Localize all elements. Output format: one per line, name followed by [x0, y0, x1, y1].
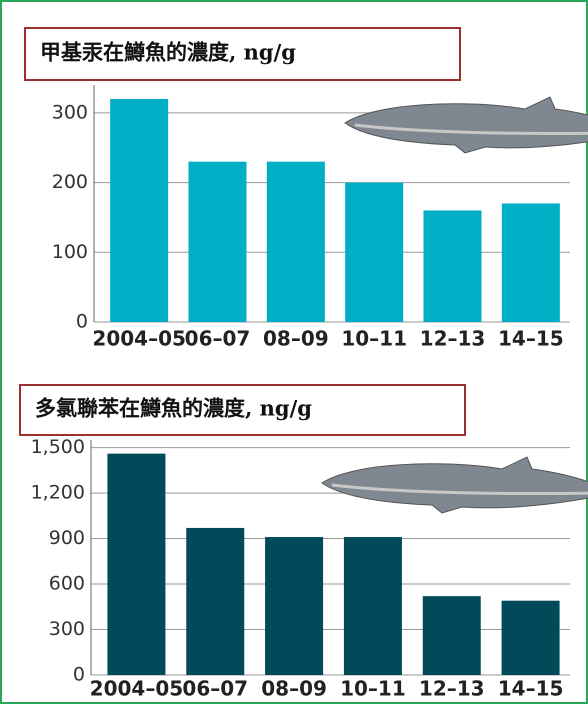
- bar: [501, 203, 560, 322]
- bar: [422, 596, 481, 675]
- bar: [188, 161, 247, 322]
- x-tick-label: 12–13: [420, 327, 486, 351]
- bar: [345, 182, 404, 322]
- bar: [110, 98, 169, 322]
- bar: [107, 453, 166, 675]
- x-tick-label: 08–09: [261, 677, 327, 701]
- x-tick-label: 2004–05: [92, 327, 186, 351]
- chart-title: 多氯聯苯在鱒魚的濃度, ng/g: [35, 396, 312, 421]
- fish-image: [344, 96, 588, 154]
- bar: [266, 161, 325, 322]
- x-tick-label: 10–11: [340, 677, 406, 701]
- fish-image: [321, 456, 588, 514]
- y-tick-label: 200: [52, 171, 88, 193]
- x-tick-label: 06–07: [182, 677, 248, 701]
- title-box: [24, 27, 461, 81]
- y-tick-label: 300: [52, 101, 88, 123]
- y-tick-label: 1,200: [31, 482, 85, 504]
- bar: [265, 537, 324, 675]
- x-tick-label: 14–15: [498, 677, 564, 701]
- y-tick-label: 900: [49, 527, 85, 549]
- y-tick-label: 1,500: [31, 436, 85, 458]
- x-tick-label: 08–09: [263, 327, 329, 351]
- x-tick-label: 2004–05: [90, 677, 184, 701]
- chart-title: 甲基汞在鱒魚的濃度, ng/g: [40, 40, 296, 65]
- bar: [343, 537, 402, 675]
- x-tick-label: 06–07: [185, 327, 251, 351]
- x-tick-label: 10–11: [341, 327, 407, 351]
- y-tick-label: 600: [49, 573, 85, 595]
- x-tick-label: 14–15: [498, 327, 564, 351]
- title-box: [19, 384, 466, 436]
- bar: [186, 527, 245, 675]
- bar: [423, 210, 482, 322]
- y-tick-label: 300: [49, 618, 85, 640]
- bar: [501, 600, 560, 675]
- y-tick-label: 100: [52, 241, 88, 263]
- x-tick-label: 12–13: [419, 677, 485, 701]
- y-tick-label: 0: [76, 311, 88, 333]
- y-tick-label: 0: [73, 664, 85, 686]
